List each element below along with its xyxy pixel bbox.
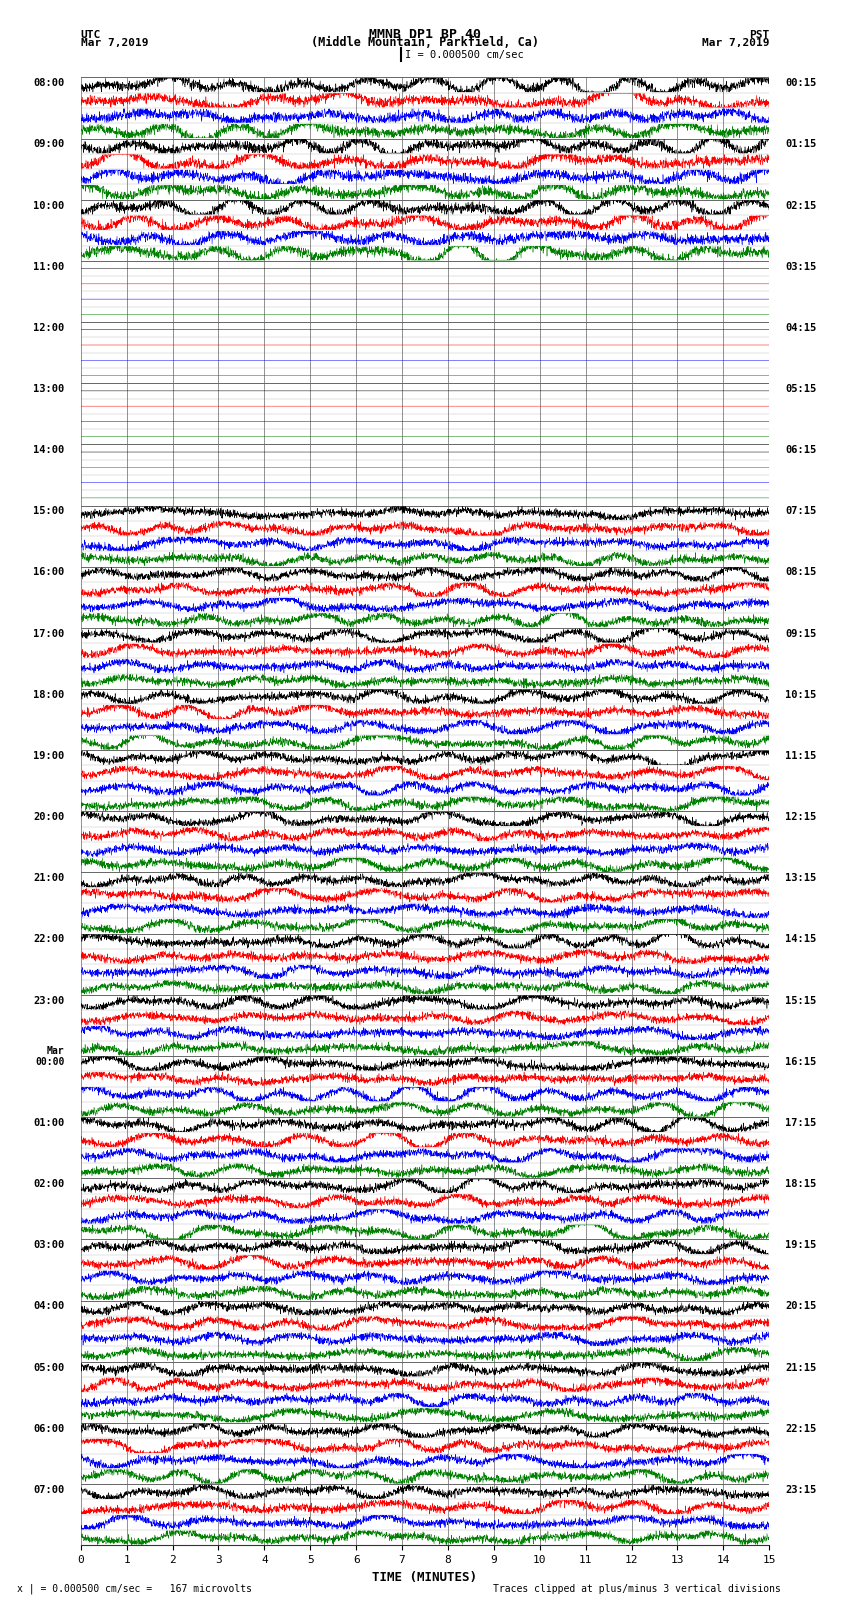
Text: 05:15: 05:15 (785, 384, 817, 394)
Text: 07:00: 07:00 (33, 1486, 65, 1495)
Text: 01:00: 01:00 (33, 1118, 65, 1127)
Text: 18:00: 18:00 (33, 690, 65, 700)
Text: PST: PST (749, 29, 769, 40)
Text: 17:15: 17:15 (785, 1118, 817, 1127)
Text: 23:00: 23:00 (33, 995, 65, 1005)
Text: 14:00: 14:00 (33, 445, 65, 455)
Text: 03:15: 03:15 (785, 261, 817, 271)
Text: 02:00: 02:00 (33, 1179, 65, 1189)
Text: MMNB DP1 BP 40: MMNB DP1 BP 40 (369, 27, 481, 42)
Text: 16:15: 16:15 (785, 1057, 817, 1066)
Text: 12:00: 12:00 (33, 323, 65, 332)
Text: 00:15: 00:15 (785, 77, 817, 89)
Text: 08:15: 08:15 (785, 568, 817, 577)
Text: 02:15: 02:15 (785, 200, 817, 211)
Text: x | = 0.000500 cm/sec =   167 microvolts: x | = 0.000500 cm/sec = 167 microvolts (17, 1584, 252, 1594)
X-axis label: TIME (MINUTES): TIME (MINUTES) (372, 1571, 478, 1584)
Text: 06:15: 06:15 (785, 445, 817, 455)
Text: 11:15: 11:15 (785, 752, 817, 761)
Text: 21:00: 21:00 (33, 873, 65, 884)
Text: 06:00: 06:00 (33, 1424, 65, 1434)
Text: 10:00: 10:00 (33, 200, 65, 211)
Text: 17:00: 17:00 (33, 629, 65, 639)
Text: Mar 7,2019: Mar 7,2019 (81, 37, 148, 48)
Text: 18:15: 18:15 (785, 1179, 817, 1189)
Text: 16:00: 16:00 (33, 568, 65, 577)
Text: Mar 7,2019: Mar 7,2019 (702, 37, 769, 48)
Text: 23:15: 23:15 (785, 1486, 817, 1495)
Text: Traces clipped at plus/minus 3 vertical divisions: Traces clipped at plus/minus 3 vertical … (493, 1584, 781, 1594)
Text: 15:15: 15:15 (785, 995, 817, 1005)
Text: 00:00: 00:00 (36, 1057, 65, 1066)
Text: 09:00: 09:00 (33, 139, 65, 150)
Text: 09:15: 09:15 (785, 629, 817, 639)
Text: 21:15: 21:15 (785, 1363, 817, 1373)
Text: 12:15: 12:15 (785, 811, 817, 823)
Text: 11:00: 11:00 (33, 261, 65, 271)
Text: 14:15: 14:15 (785, 934, 817, 945)
Text: 01:15: 01:15 (785, 139, 817, 150)
Text: 04:00: 04:00 (33, 1302, 65, 1311)
Text: 04:15: 04:15 (785, 323, 817, 332)
Text: 15:00: 15:00 (33, 506, 65, 516)
Text: 13:00: 13:00 (33, 384, 65, 394)
Text: 20:00: 20:00 (33, 811, 65, 823)
Text: (Middle Mountain, Parkfield, Ca): (Middle Mountain, Parkfield, Ca) (311, 35, 539, 50)
Text: UTC: UTC (81, 29, 101, 40)
Text: 22:00: 22:00 (33, 934, 65, 945)
Text: 19:15: 19:15 (785, 1240, 817, 1250)
Text: Mar: Mar (47, 1045, 65, 1057)
Text: 03:00: 03:00 (33, 1240, 65, 1250)
Text: 10:15: 10:15 (785, 690, 817, 700)
Text: 08:00: 08:00 (33, 77, 65, 89)
Text: 20:15: 20:15 (785, 1302, 817, 1311)
Text: 19:00: 19:00 (33, 752, 65, 761)
Text: 13:15: 13:15 (785, 873, 817, 884)
Text: 05:00: 05:00 (33, 1363, 65, 1373)
Text: 22:15: 22:15 (785, 1424, 817, 1434)
Text: I = 0.000500 cm/sec: I = 0.000500 cm/sec (405, 50, 524, 60)
Text: 07:15: 07:15 (785, 506, 817, 516)
